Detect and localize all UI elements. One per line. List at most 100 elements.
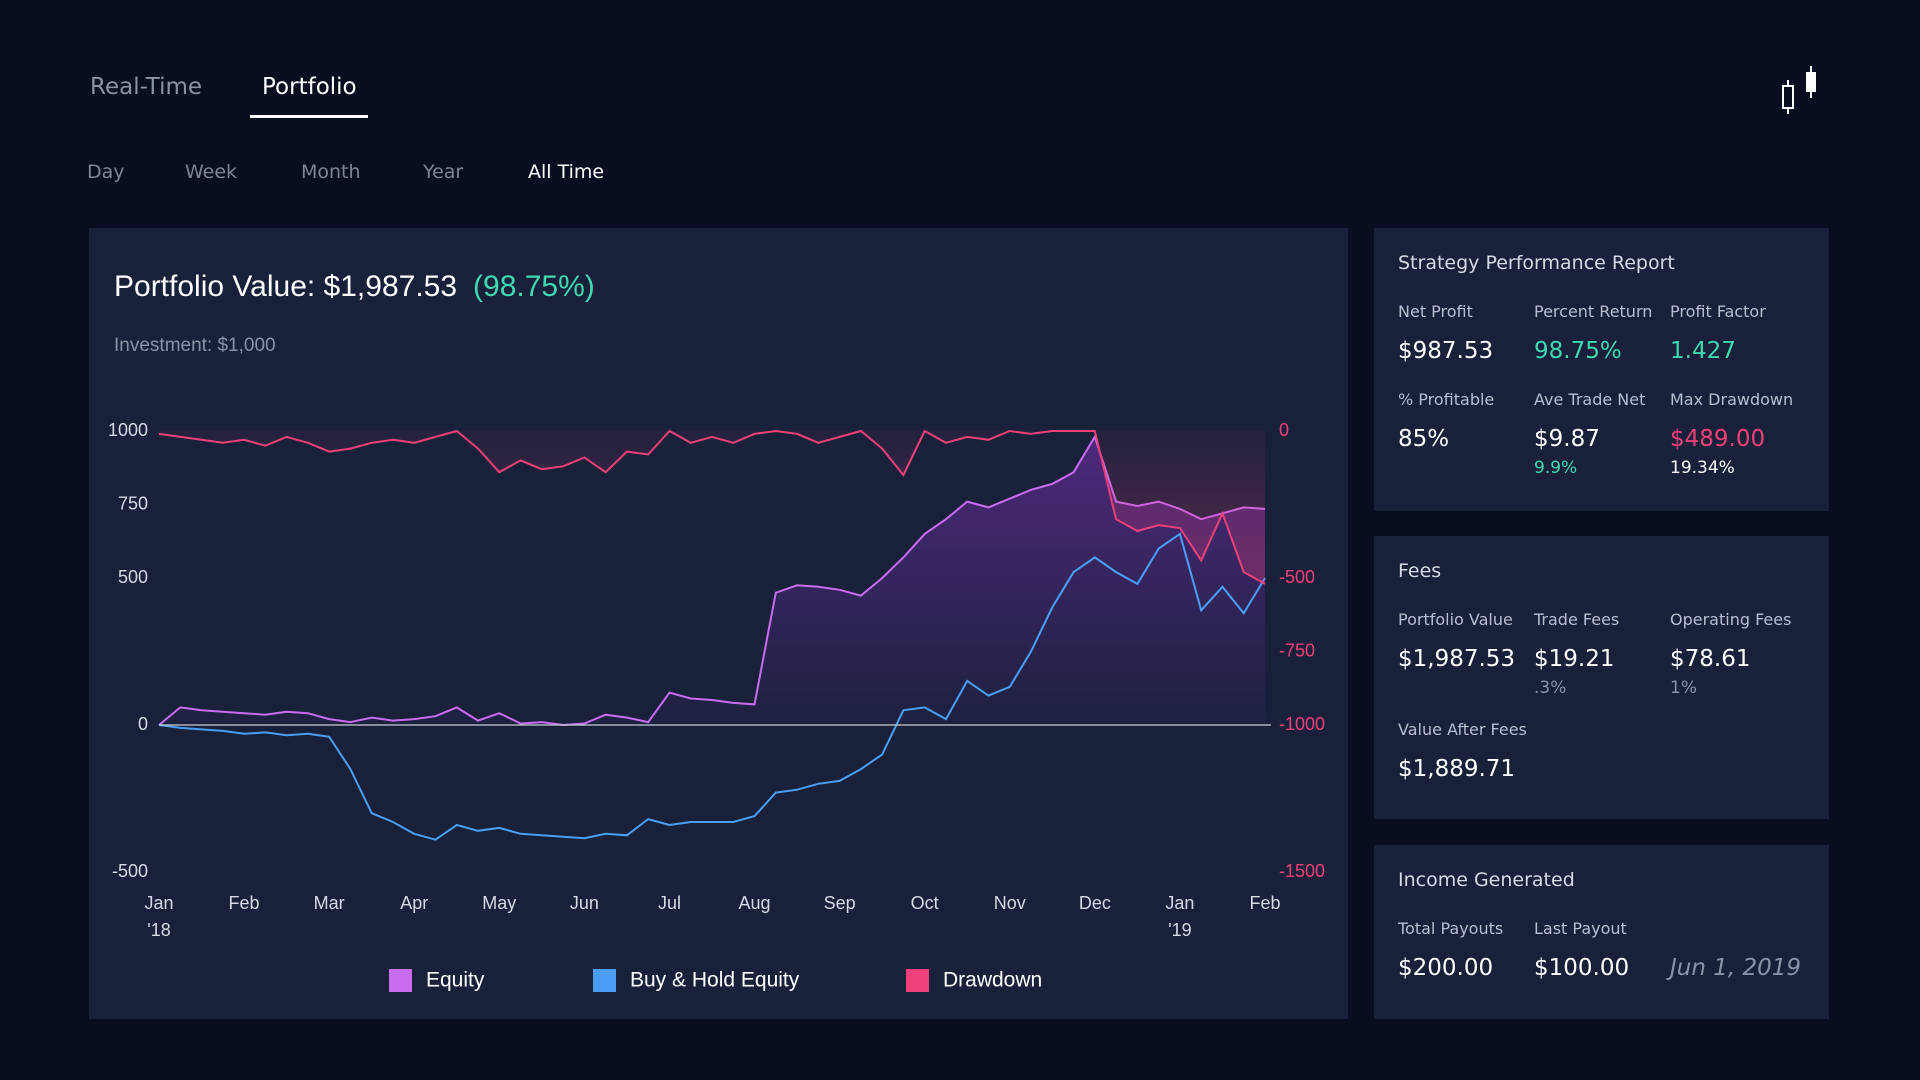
metric-value: $489.00 [1670,426,1766,452]
legend-swatch [593,969,616,992]
info-panel: Strategy Performance Report Net Profit $98… [1374,228,1829,511]
metric-value: $19.21 [1534,646,1615,672]
metric-label: Value After Fees [1398,720,1527,739]
info-panel: Income Generated Total Payouts $200.00 Last… [1374,845,1829,1019]
chart: Portfolio Value: $1,987.53 (98.75%) Inve… [108,270,1325,992]
metric-value: $9.87 [1534,426,1600,452]
legend-swatch [906,969,929,992]
metric: Portfolio Value $1,987.53 [1398,610,1534,698]
metric: Net Profit $987.53 [1398,302,1534,368]
x-tick-label: Nov [994,893,1026,913]
metric: Jun 1, 2019 [1670,919,1806,985]
candle-icon[interactable] [1776,60,1816,120]
x-tick-label: Oct [911,893,939,913]
payout-date: Jun 1, 2019 [1670,955,1802,981]
metric-value: $200.00 [1398,955,1494,981]
tab[interactable]: Portfolio [262,74,357,100]
metric-grid: Net Profit $987.53 Percent Return 98.75% Pro… [1398,302,1806,478]
y2-tick-label: -500 [1279,567,1315,587]
metric-sub: 1% [1670,678,1697,698]
metric-sub: 9.9% [1534,458,1578,478]
y2-tick-label: -750 [1279,640,1315,660]
metric-label: Profit Factor [1670,302,1766,321]
metric-value: $1,889.71 [1398,756,1516,782]
range-filter[interactable]: Day [87,161,125,183]
metric-value: $987.53 [1398,338,1494,364]
metric-label: Last Payout [1534,919,1627,938]
y2-tick-label: 0 [1279,420,1289,440]
x-tick-label: Jun [570,893,599,913]
series-line [158,429,1266,585]
chart-subtitle: Investment: $1,000 [114,335,276,356]
x-tick-label: Sep [824,893,856,913]
legend-label: Equity [426,969,485,992]
chart-title: Portfolio Value: $1,987.53 [114,270,457,303]
metric-label: Percent Return [1534,302,1653,321]
metric: Profit Factor 1.427 [1670,302,1806,368]
y-tick-label: 0 [138,714,148,734]
x-tick-label: Jan '19 [1165,893,1194,940]
metric-label: Operating Fees [1670,610,1792,629]
legend-label: Drawdown [943,969,1042,992]
metric-value: 85% [1398,426,1450,452]
metric: Ave Trade Net $9.87 9.9% [1534,390,1670,478]
metric: Max Drawdown $489.00 19.34% [1670,390,1806,478]
metric-sub: .3% [1534,678,1567,698]
x-tick-label: Feb [229,893,260,913]
metric-value: $1,987.53 [1398,646,1516,672]
metric-label: % Profitable [1398,390,1495,409]
tab[interactable]: Real-Time [90,74,203,100]
x-tick-label-line: '19 [1168,920,1191,940]
x-tick-label-line: Jan [1165,893,1194,913]
range-filter[interactable]: Week [185,161,238,183]
chart-title-change: (98.75%) [473,270,595,303]
series-line [158,434,1266,727]
range-filter[interactable]: All Time [528,161,605,183]
x-tick-label-line: '18 [147,920,170,940]
range-filter[interactable]: Month [301,161,361,183]
x-tick-label: Feb [1249,893,1280,913]
metric-label: Max Drawdown [1670,390,1794,409]
y-tick-label: 750 [118,493,148,513]
x-tick-label: May [482,893,516,913]
y2-tick-label: -1500 [1279,861,1325,881]
metric-grid: Portfolio Value $1,987.53 Trade Fees $19.21… [1398,610,1806,786]
metric-label: Net Profit [1398,302,1473,321]
x-tick-label-line: Jan [144,893,173,913]
metric-label: Ave Trade Net [1534,390,1646,409]
range-filter[interactable]: Year [423,161,464,183]
metric-value: $78.61 [1670,646,1751,672]
metric: Value After Fees $1,889.71 [1398,720,1534,786]
info-panel: Fees Portfolio Value $1,987.53 Trade Fees $1… [1374,536,1829,819]
metric: Trade Fees $19.21 .3% [1534,610,1670,698]
x-tick-label: Dec [1079,893,1111,913]
metric-label: Portfolio Value [1398,610,1513,629]
legend-swatch [389,969,412,992]
drawdown-area [159,431,1265,584]
x-tick-label: Jul [658,893,681,913]
legend-label: Buy & Hold Equity [630,969,800,992]
x-tick-label: Jan '18 [144,893,173,940]
panel-title: Fees [1398,560,1442,582]
equity-area [159,436,1265,725]
metric-sub: 19.34% [1670,458,1735,478]
metric-label: Trade Fees [1534,610,1620,629]
metric: Total Payouts $200.00 [1398,919,1534,985]
tab-underline [250,115,368,118]
chart-panel: Portfolio Value: $1,987.53 (98.75%) Inve… [89,228,1348,1019]
metric: Percent Return 98.75% [1534,302,1670,368]
metric-value: 1.427 [1670,338,1736,364]
y2-tick-label: -1000 [1279,714,1325,734]
series-line [158,532,1266,841]
x-tick-label: Apr [400,893,428,913]
metric-value: 98.75% [1534,338,1622,364]
metric: Last Payout $100.00 [1534,919,1670,985]
x-tick-label: Aug [739,893,771,913]
y-tick-label: -500 [112,861,148,881]
metric-label: Total Payouts [1398,919,1504,938]
metric-value: $100.00 [1534,955,1630,981]
panel-title: Income Generated [1398,869,1575,891]
y-tick-label: 1000 [108,420,148,440]
metric: Operating Fees $78.61 1% [1670,610,1806,698]
